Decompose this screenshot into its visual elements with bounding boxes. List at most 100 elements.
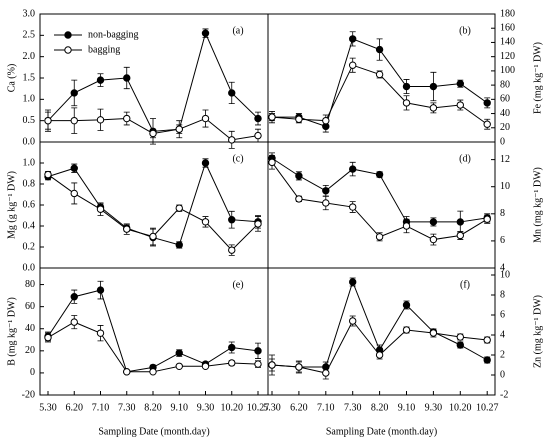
x-tick-label: 10.20 <box>449 402 472 413</box>
data-point <box>228 343 236 352</box>
y-tick-label: 2 <box>500 349 505 360</box>
data-point <box>175 349 183 357</box>
panel-label: (b) <box>459 25 471 36</box>
data-point <box>349 317 357 325</box>
data-point <box>44 170 52 179</box>
y-tick-label: 80 <box>25 279 35 290</box>
x-tick-label: 10.27 <box>247 402 270 413</box>
y-tick-label: 100 <box>500 65 515 76</box>
x-tick-label: 7.30 <box>118 402 136 413</box>
y-tick-label: 0.0 <box>23 136 36 147</box>
y-tick-label: 180 <box>500 8 515 19</box>
data-point <box>375 45 384 54</box>
y-tick-label: 1.0 <box>23 94 36 105</box>
data-point <box>123 368 131 376</box>
y-tick-label: 0.4 <box>23 220 36 231</box>
data-point <box>268 113 276 121</box>
y-tick-label: 12 <box>500 154 510 165</box>
data-point <box>349 61 357 69</box>
x-tick-label: 9.10 <box>171 402 189 413</box>
y-tick-label: 40 <box>25 323 35 334</box>
x-tick-label: 8.20 <box>144 402 162 413</box>
data-point <box>96 116 105 124</box>
x-tick-label: 6.20 <box>290 402 308 413</box>
data-point <box>402 326 411 334</box>
y-tick-label: 80 <box>500 79 510 90</box>
data-line <box>47 31 259 132</box>
data-point <box>123 225 131 233</box>
x-tick-label: 9.10 <box>398 402 416 413</box>
y-tick-label: 0 <box>500 136 505 147</box>
y-tick-label: 10 <box>500 269 510 280</box>
x-tick-label: 7.10 <box>317 402 335 413</box>
x-axis-label: Sampling Date (month.day) <box>98 426 209 437</box>
data-point <box>402 82 411 91</box>
y-tick-label: 4 <box>500 262 505 273</box>
data-point <box>456 79 464 88</box>
data-point <box>201 114 210 123</box>
data-point <box>429 82 438 91</box>
data-point <box>456 101 464 109</box>
data-point <box>175 125 183 133</box>
panel-label: (f) <box>460 279 470 290</box>
y-tick-label: 0.0 <box>23 262 36 273</box>
y-axis-label: Mg (g kg⁻¹ DW) <box>6 171 17 239</box>
y-tick-label: 4 <box>500 329 505 340</box>
panel-label: (c) <box>232 153 243 164</box>
y-tick-label: 20 <box>25 345 35 356</box>
y-tick-label: 8 <box>500 289 505 300</box>
data-line <box>271 157 488 223</box>
data-point <box>96 76 105 84</box>
panel-label: (a) <box>232 25 243 36</box>
y-tick-label: 10 <box>500 181 510 192</box>
data-point <box>322 369 330 377</box>
x-tick-label: 9.30 <box>425 402 443 413</box>
x-tick-label: 10.27 <box>476 402 499 413</box>
data-point <box>175 362 183 370</box>
x-tick-label: 7.10 <box>92 402 110 413</box>
y-tick-label: 0 <box>500 369 505 380</box>
x-axis-label: Sampling Date (month.day) <box>326 426 437 437</box>
data-point <box>254 360 262 368</box>
data-point <box>322 116 330 125</box>
data-point <box>456 231 464 240</box>
x-tick-label: 10.20 <box>221 402 244 413</box>
data-point <box>228 136 236 144</box>
data-point <box>295 172 303 180</box>
data-point <box>228 359 236 367</box>
y-tick-label: 60 <box>500 94 510 105</box>
legend-marker <box>64 31 72 39</box>
data-point <box>483 120 491 128</box>
y-tick-label: 6 <box>500 309 505 320</box>
x-tick-label: 8.20 <box>371 402 389 413</box>
data-point <box>429 218 438 226</box>
legend-marker <box>64 46 72 54</box>
data-point <box>123 74 131 82</box>
data-point <box>483 99 491 107</box>
data-point <box>149 129 157 138</box>
data-point <box>402 99 411 107</box>
data-line <box>47 289 259 373</box>
data-point <box>70 164 78 172</box>
data-point <box>375 351 384 359</box>
data-point <box>70 116 78 125</box>
data-point <box>349 278 357 286</box>
data-point <box>402 222 411 230</box>
y-tick-label: -20 <box>22 389 35 400</box>
data-point <box>429 329 438 337</box>
x-tick-label: 5.30 <box>39 402 57 413</box>
legend-label: non-bagging <box>88 29 139 40</box>
y-tick-label: 0.8 <box>23 178 36 189</box>
data-point <box>70 318 78 326</box>
data-point <box>483 336 491 344</box>
y-tick-label: 120 <box>500 51 515 62</box>
data-point <box>228 216 236 224</box>
data-point <box>375 233 384 241</box>
data-point <box>254 114 262 123</box>
data-point <box>456 333 464 341</box>
data-point <box>44 333 52 342</box>
data-point <box>349 203 357 211</box>
data-point <box>201 159 210 167</box>
y-tick-label: 40 <box>500 108 510 119</box>
data-point <box>149 232 157 241</box>
